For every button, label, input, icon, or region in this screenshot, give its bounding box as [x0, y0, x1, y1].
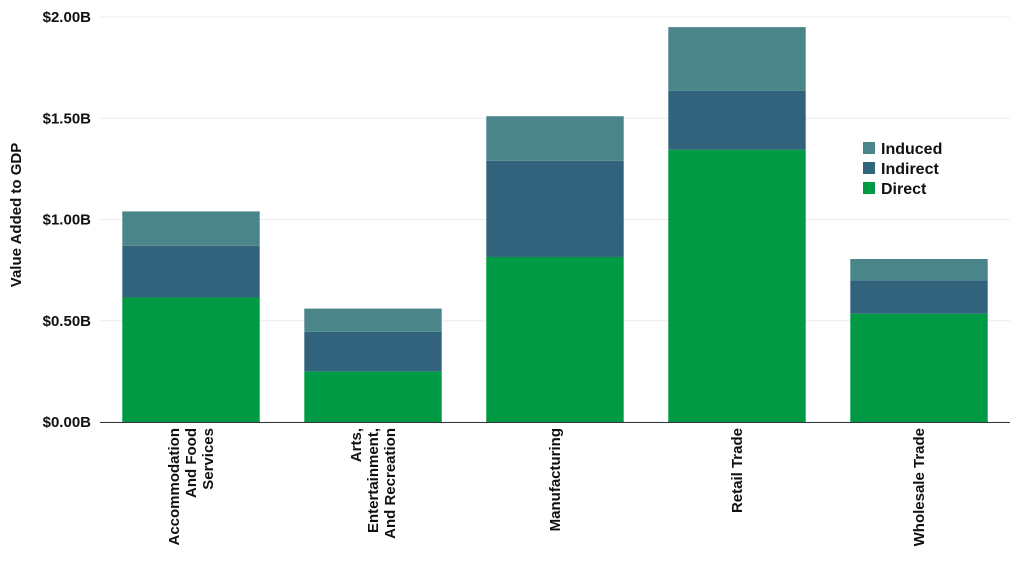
- bar-induced-2: [486, 116, 624, 161]
- x-tick-label: And Food: [183, 428, 200, 498]
- bar-direct-2: [486, 256, 624, 422]
- y-tick-label: $1.00B: [43, 212, 92, 229]
- bar-direct-3: [668, 149, 806, 422]
- x-tick-label: Manufacturing: [547, 428, 564, 531]
- bar-indirect-3: [668, 90, 806, 150]
- legend: Induced Indirect Direct: [863, 141, 942, 198]
- bars-group: [122, 27, 988, 422]
- legend-label-direct: Direct: [881, 181, 927, 198]
- y-tick-label: $2.00B: [43, 9, 92, 26]
- legend-swatch-indirect: [863, 162, 875, 174]
- y-tick-label: $0.50B: [43, 313, 92, 330]
- legend-swatch-induced: [863, 142, 875, 154]
- bar-indirect-2: [486, 160, 624, 257]
- y-axis-label: Value Added to GDP: [8, 143, 25, 287]
- x-tick-label: And Recreation: [382, 428, 399, 539]
- bar-induced-1: [304, 308, 442, 332]
- bar-induced-3: [668, 27, 806, 91]
- bar-indirect-4: [850, 280, 988, 314]
- bar-direct-0: [122, 297, 260, 422]
- bar-induced-0: [122, 211, 260, 246]
- x-tick-label: Services: [200, 428, 217, 490]
- bar-direct-1: [304, 371, 442, 422]
- bar-direct-4: [850, 313, 988, 422]
- legend-swatch-direct: [863, 182, 875, 194]
- bar-indirect-1: [304, 331, 442, 372]
- bar-indirect-0: [122, 245, 260, 298]
- y-tick-label: $1.50B: [43, 110, 92, 127]
- x-tick-label: Retail Trade: [729, 428, 746, 513]
- x-tick-label: Wholesale Trade: [911, 428, 928, 546]
- legend-label-indirect: Indirect: [881, 161, 939, 178]
- y-tick-label: $0.00B: [43, 414, 92, 431]
- x-tick-label: Entertainment,: [365, 428, 382, 533]
- x-axis: Accommodation And Food Services Arts, Entert…: [100, 422, 1010, 546]
- x-tick-label: Arts,: [348, 428, 365, 462]
- x-tick-label: Accommodation: [166, 428, 183, 546]
- y-axis: $0.00B $0.50B $1.00B $1.50B $2.00B: [43, 9, 92, 431]
- legend-label-induced: Induced: [881, 141, 942, 158]
- bar-induced-4: [850, 258, 988, 281]
